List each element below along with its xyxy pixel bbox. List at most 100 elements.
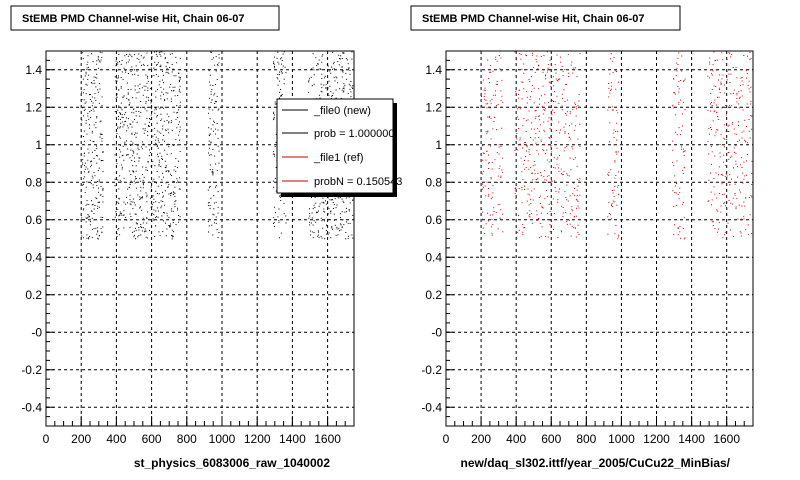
data-point bbox=[151, 196, 153, 198]
data-point bbox=[134, 89, 136, 91]
data-point bbox=[715, 86, 717, 87]
data-point bbox=[117, 126, 119, 128]
data-point bbox=[732, 67, 734, 68]
data-point bbox=[744, 119, 746, 121]
data-point bbox=[126, 117, 127, 119]
data-point bbox=[488, 220, 489, 222]
data-point bbox=[518, 188, 520, 189]
data-point bbox=[129, 199, 131, 201]
data-point bbox=[731, 178, 732, 180]
data-point bbox=[212, 173, 214, 175]
data-point bbox=[99, 194, 101, 196]
data-point bbox=[309, 208, 310, 210]
data-point bbox=[491, 98, 493, 100]
data-point bbox=[177, 167, 178, 169]
data-point bbox=[179, 121, 180, 123]
data-point bbox=[214, 100, 216, 102]
data-point bbox=[673, 234, 675, 235]
data-point bbox=[715, 172, 717, 174]
data-point bbox=[96, 60, 98, 62]
data-point bbox=[712, 221, 714, 223]
data-point bbox=[335, 207, 337, 209]
data-point bbox=[611, 190, 613, 191]
data-point bbox=[90, 210, 92, 212]
data-point bbox=[540, 235, 542, 237]
data-point bbox=[481, 188, 483, 190]
data-point bbox=[481, 188, 482, 190]
data-point bbox=[716, 69, 718, 71]
data-point bbox=[166, 212, 168, 214]
data-point bbox=[277, 74, 279, 75]
data-point bbox=[309, 221, 311, 223]
data-point bbox=[147, 75, 149, 77]
data-point bbox=[147, 169, 148, 171]
data-point bbox=[155, 182, 157, 184]
data-point bbox=[332, 199, 333, 201]
data-point bbox=[539, 115, 540, 117]
data-point bbox=[495, 56, 497, 58]
data-point bbox=[673, 206, 675, 207]
data-point bbox=[524, 168, 526, 170]
data-point bbox=[209, 81, 210, 83]
data-point bbox=[487, 131, 489, 133]
data-point bbox=[120, 113, 122, 115]
data-point bbox=[92, 184, 94, 186]
data-point bbox=[90, 110, 92, 111]
data-point bbox=[175, 224, 177, 226]
data-point bbox=[138, 53, 140, 55]
data-point bbox=[672, 149, 674, 151]
data-point bbox=[208, 147, 210, 149]
data-point bbox=[160, 120, 162, 121]
data-point bbox=[555, 78, 557, 80]
data-point bbox=[283, 51, 285, 53]
data-point bbox=[119, 127, 121, 129]
data-point bbox=[546, 149, 548, 151]
data-point bbox=[123, 159, 125, 161]
data-point bbox=[490, 226, 492, 228]
data-point bbox=[121, 166, 123, 168]
data-point bbox=[485, 223, 487, 225]
data-point bbox=[142, 57, 144, 59]
data-point bbox=[710, 191, 712, 193]
data-point bbox=[162, 139, 164, 141]
data-point bbox=[716, 104, 718, 106]
data-point bbox=[544, 179, 546, 181]
data-point bbox=[718, 96, 720, 98]
data-point bbox=[680, 237, 681, 239]
data-point bbox=[273, 61, 274, 63]
data-point bbox=[729, 184, 731, 186]
data-point bbox=[119, 211, 121, 213]
data-point bbox=[92, 60, 94, 62]
data-point bbox=[536, 55, 538, 57]
data-point bbox=[729, 174, 731, 176]
data-point bbox=[153, 144, 155, 146]
data-point bbox=[496, 105, 497, 107]
data-point bbox=[218, 57, 220, 59]
data-point bbox=[172, 191, 174, 193]
data-point bbox=[712, 70, 714, 72]
data-point bbox=[497, 204, 499, 206]
data-point bbox=[85, 122, 87, 124]
data-point bbox=[133, 112, 135, 114]
data-point bbox=[485, 99, 487, 101]
data-point bbox=[145, 102, 147, 104]
data-point bbox=[319, 203, 321, 205]
data-point bbox=[140, 107, 142, 108]
data-point bbox=[96, 145, 98, 147]
data-point bbox=[746, 153, 748, 155]
data-point bbox=[751, 233, 753, 234]
data-point bbox=[576, 76, 578, 78]
data-point bbox=[337, 82, 339, 84]
data-point bbox=[574, 67, 576, 69]
data-point bbox=[91, 105, 93, 107]
data-point bbox=[548, 81, 550, 83]
data-point bbox=[564, 132, 566, 134]
data-point bbox=[678, 91, 680, 93]
legend-entry-2: _file1 (ref) bbox=[313, 152, 364, 164]
data-point bbox=[352, 237, 354, 239]
data-point bbox=[673, 92, 675, 94]
data-point bbox=[746, 72, 748, 74]
data-point bbox=[741, 167, 743, 168]
data-point bbox=[155, 74, 157, 76]
data-point bbox=[352, 199, 354, 201]
